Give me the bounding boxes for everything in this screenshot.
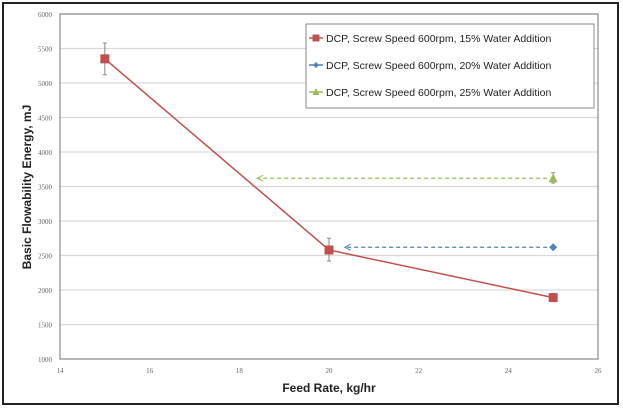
- x-tick-label: 24: [505, 367, 513, 375]
- y-tick-label: 5000: [38, 80, 53, 88]
- arrow-head-icon: [343, 243, 351, 251]
- data-point-square: [324, 245, 334, 255]
- data-point-triangle: [548, 173, 558, 183]
- y-tick-label: 3000: [38, 218, 53, 226]
- y-tick-label: 3500: [38, 184, 53, 192]
- data-point-square: [548, 293, 558, 303]
- y-tick-label: 5500: [38, 46, 53, 54]
- legend-square-icon: [312, 34, 320, 42]
- y-tick-label: 1000: [38, 356, 53, 364]
- legend-box: [305, 23, 595, 109]
- plot-area: [59, 13, 599, 360]
- y-tick-label: 4500: [38, 115, 53, 123]
- y-tick-label: 1500: [38, 322, 53, 330]
- x-tick-label: 20: [326, 367, 334, 375]
- legend-label: DCP, Screw Speed 600rpm, 15% Water Addit…: [326, 33, 551, 45]
- x-axis-label: Feed Rate, kg/hr: [282, 381, 376, 395]
- legend-label: DCP, Screw Speed 600rpm, 25% Water Addit…: [326, 87, 551, 99]
- x-tick-label: 22: [415, 367, 423, 375]
- legend-triangle-icon: [312, 88, 320, 95]
- y-tick-label: 2000: [38, 287, 53, 295]
- x-tick-label: 14: [57, 367, 65, 375]
- y-tick-label: 4000: [38, 149, 53, 157]
- arrow-head-icon: [256, 174, 264, 182]
- legend: DCP, Screw Speed 600rpm, 15% Water Addit…: [305, 23, 595, 109]
- y-tick-label: 2500: [38, 253, 53, 261]
- y-axis-label: Basic Flowability Energy, mJ: [20, 105, 34, 270]
- data-point-diamond: [549, 243, 558, 252]
- legend-label: DCP, Screw Speed 600rpm, 20% Water Addit…: [326, 60, 551, 72]
- y-tick-label: 6000: [38, 11, 53, 19]
- x-tick-label: 26: [595, 367, 603, 375]
- data-point-square: [100, 54, 110, 64]
- x-tick-label: 18: [236, 367, 244, 375]
- x-tick-label: 16: [146, 367, 154, 375]
- legend-diamond-icon: [313, 62, 319, 68]
